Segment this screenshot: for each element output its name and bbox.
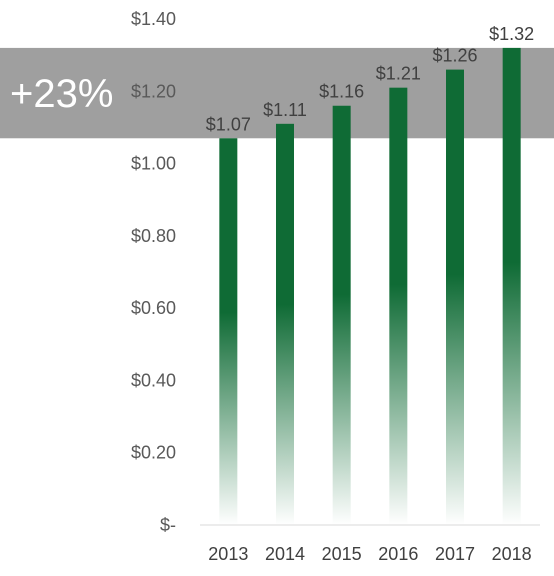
y-tick-label: $1.40	[131, 9, 176, 29]
x-tick-2017: 2017	[435, 544, 475, 564]
y-tick-label: $1.20	[131, 81, 176, 101]
data-labels: $1.07 $1.11 $1.16 $1.21 $1.26 $1.32	[206, 24, 534, 134]
x-tick-2013: 2013	[208, 544, 248, 564]
data-label-2013: $1.07	[206, 114, 251, 134]
bar-2016	[389, 87, 408, 526]
data-label-2014: $1.11	[263, 100, 307, 120]
y-tick-label: $1.00	[131, 154, 176, 174]
data-label-2015: $1.16	[319, 82, 364, 102]
x-tick-2015: 2015	[322, 544, 362, 564]
bar-2014	[276, 123, 294, 526]
growth-callout-label: +23%	[10, 72, 113, 116]
x-axis-ticks: 2013 2014 2015 2016 2017 2018	[208, 544, 531, 564]
x-tick-2014: 2014	[265, 544, 305, 564]
y-tick-label: $0.80	[131, 226, 176, 246]
bar-2018	[502, 47, 521, 526]
y-tick-label: $0.60	[131, 298, 176, 318]
data-label-2016: $1.21	[376, 64, 421, 84]
x-tick-2016: 2016	[378, 544, 418, 564]
bar-2015	[332, 105, 351, 525]
bars	[219, 47, 521, 526]
x-tick-2018: 2018	[492, 544, 532, 564]
y-tick-label: $-	[160, 515, 176, 535]
y-tick-label: $0.40	[131, 370, 176, 390]
bar-2013	[219, 138, 238, 525]
bar-2017	[446, 69, 464, 525]
y-axis-ticks: $- $0.20 $0.40 $0.60 $0.80 $1.00 $1.20 $1.40	[131, 9, 176, 535]
data-label-2017: $1.26	[432, 46, 477, 66]
y-tick-label: $0.20	[131, 443, 176, 463]
data-label-2018: $1.32	[489, 24, 534, 44]
